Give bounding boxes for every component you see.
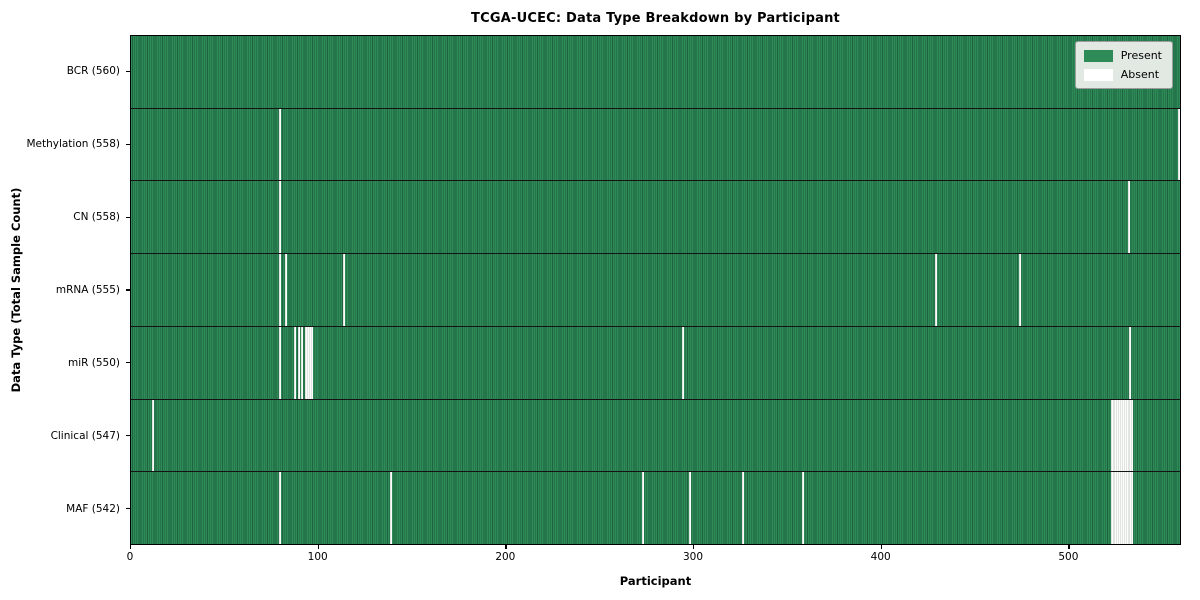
absent-stripe: [801, 472, 804, 545]
absent-stripe: [1129, 326, 1132, 399]
x-tick-mark: [693, 545, 695, 549]
absent-stripe: [1127, 472, 1130, 545]
y-tick-label: Methylation (558): [26, 138, 120, 151]
row-Clinical: [131, 399, 1180, 473]
x-tick-label: 300: [683, 551, 704, 563]
present-swatch-icon: [1083, 49, 1113, 62]
x-tick-label: 0: [126, 551, 134, 563]
absent-stripe: [293, 326, 296, 399]
absent-stripe: [278, 326, 281, 399]
absent-stripe: [1123, 399, 1126, 472]
x-tick-mark: [505, 545, 507, 549]
absent-stripe: [1116, 472, 1119, 545]
absent-stripe: [1112, 472, 1115, 545]
absent-stripe: [301, 326, 304, 399]
absent-stripe: [278, 108, 281, 181]
absent-stripe: [1127, 399, 1130, 472]
absent-stripe: [305, 326, 308, 399]
absent-stripe: [310, 326, 313, 399]
y-tick-mark: [126, 70, 130, 73]
y-tick-mark: [126, 216, 130, 218]
absent-swatch-icon: [1083, 68, 1113, 81]
absent-stripe: [1116, 399, 1119, 472]
absent-stripe: [741, 472, 744, 545]
y-tick-label: BCR (560): [66, 65, 120, 78]
x-tick-mark: [880, 545, 882, 549]
absent-stripe: [1131, 399, 1134, 472]
absent-stripe: [681, 326, 684, 399]
legend-item-present: Present: [1083, 49, 1162, 62]
x-tick-mark: [317, 545, 319, 549]
y-tick-label: miR (550): [67, 356, 120, 369]
absent-stripe: [1118, 399, 1121, 472]
x-axis-label: Participant: [619, 574, 692, 588]
absent-stripe: [1178, 108, 1181, 181]
y-tick-mark: [126, 362, 130, 364]
plot-area: Present Absent: [130, 35, 1181, 545]
y-axis: BCR (560) Methylation (558) CN (558) mRNA (…: [0, 35, 130, 545]
absent-stripe: [1112, 399, 1115, 472]
y-tick-mark: [126, 289, 130, 291]
absent-stripe: [689, 472, 692, 545]
absent-stripe: [642, 472, 645, 545]
absent-stripe: [1129, 399, 1132, 472]
legend-present-label: Present: [1120, 49, 1162, 62]
x-tick-label: 200: [495, 551, 516, 563]
absent-stripe: [1121, 399, 1124, 472]
row-BCR: [131, 36, 1180, 109]
x-tick-mark: [1068, 545, 1070, 549]
absent-stripe: [934, 254, 937, 326]
absent-stripe: [307, 326, 310, 399]
absent-stripe: [297, 326, 300, 399]
absent-stripe: [278, 472, 281, 545]
y-tick-label: CN (558): [73, 211, 120, 224]
legend-absent-label: Absent: [1120, 68, 1160, 81]
absent-stripe: [1120, 472, 1123, 545]
y-tick-mark: [126, 435, 130, 437]
x-axis: 0 100 200 300 400 500: [127, 545, 1181, 569]
row-miR: [131, 326, 1180, 400]
legend: Present Absent: [1074, 41, 1173, 89]
absent-stripe: [1114, 472, 1117, 545]
absent-stripe: [278, 254, 281, 326]
absent-stripe: [1121, 472, 1124, 545]
x-tick-label: 100: [307, 551, 328, 563]
x-tick-label: 500: [1058, 551, 1079, 563]
absent-stripe: [278, 181, 281, 254]
absent-stripe: [1125, 399, 1128, 472]
absent-stripe: [151, 399, 154, 472]
absent-stripe: [308, 326, 311, 399]
row-mRNA: [131, 254, 1180, 327]
absent-stripe: [1125, 472, 1128, 545]
absent-stripe: [1123, 472, 1126, 545]
absent-stripe: [1131, 472, 1134, 545]
absent-stripe: [1110, 399, 1113, 472]
absent-stripe: [1114, 399, 1117, 472]
absent-stripe: [342, 254, 345, 326]
x-tick-mark: [130, 545, 132, 549]
absent-stripe: [1120, 399, 1123, 472]
absent-stripe: [1118, 472, 1121, 545]
x-tick-label: 400: [870, 551, 891, 563]
y-tick-label: mRNA (555): [55, 284, 120, 296]
legend-item-absent: Absent: [1083, 68, 1162, 81]
absent-stripe: [389, 472, 392, 545]
chart-title: TCGA-UCEC: Data Type Breakdown by Partic…: [471, 11, 840, 26]
absent-stripe: [284, 254, 287, 326]
y-tick-mark: [126, 507, 130, 510]
row-CN: [131, 181, 1180, 255]
y-tick-label: MAF (542): [66, 502, 120, 515]
y-tick-label: Clinical (547): [50, 429, 120, 442]
absent-stripe: [1127, 181, 1130, 254]
row-MAF: [131, 472, 1180, 545]
row-Methylation: [131, 108, 1181, 182]
y-tick-mark: [126, 143, 130, 145]
absent-stripe: [1129, 472, 1132, 545]
absent-stripe: [1110, 472, 1113, 545]
absent-stripe: [1018, 254, 1021, 326]
